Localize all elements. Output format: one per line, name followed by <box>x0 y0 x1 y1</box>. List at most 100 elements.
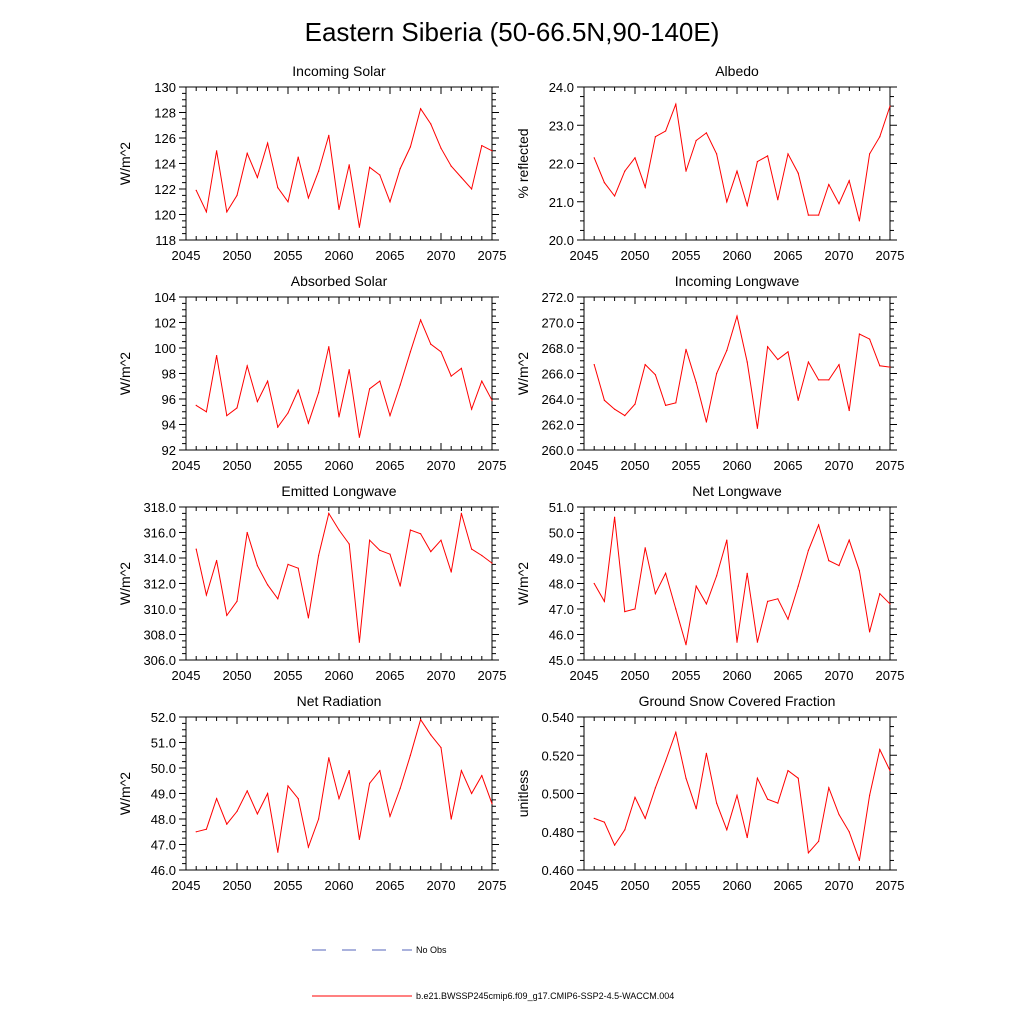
data-point <box>777 598 779 600</box>
y-tick-label: 0.520 <box>541 748 574 763</box>
x-tick-label: 2050 <box>621 668 650 683</box>
y-tick-label: 312.0 <box>143 577 176 592</box>
x-tick-label: 2075 <box>876 878 905 893</box>
data-point <box>838 813 840 816</box>
y-tick-label: 306.0 <box>143 653 176 668</box>
data-point <box>675 731 677 733</box>
data-point <box>665 760 667 762</box>
y-tick-label: 47.0 <box>549 602 574 617</box>
data-point <box>767 346 769 348</box>
y-tick-label: 124 <box>154 157 176 172</box>
data-point <box>838 203 840 205</box>
data-point <box>287 412 289 414</box>
data-point <box>797 399 799 401</box>
x-tick-label: 2055 <box>274 878 303 893</box>
x-tick-label: 2060 <box>723 458 752 473</box>
data-point <box>726 539 728 541</box>
data-point <box>767 798 769 800</box>
data-point <box>736 641 738 643</box>
data-point <box>624 611 626 613</box>
data-point <box>838 565 840 567</box>
data-point <box>624 170 626 172</box>
x-tick-label: 2050 <box>223 458 252 473</box>
data-point <box>777 358 779 361</box>
plot-frame <box>583 296 891 451</box>
x-tick-label: 2060 <box>325 458 354 473</box>
x-tick-label: 2075 <box>876 668 905 683</box>
data-point <box>267 584 269 586</box>
x-tick-label: 2055 <box>274 668 303 683</box>
y-tick-label: 104 <box>154 290 176 305</box>
data-point <box>328 512 330 515</box>
data-point <box>746 572 748 574</box>
data-point <box>409 529 411 531</box>
data-point <box>205 828 207 830</box>
data-point <box>818 840 820 842</box>
data-point <box>869 794 871 797</box>
data-point <box>593 582 595 585</box>
x-tick-label: 2075 <box>876 248 905 263</box>
data-point <box>634 157 636 159</box>
x-tick-label: 2070 <box>825 878 854 893</box>
data-point <box>256 813 258 815</box>
data-point <box>205 211 207 213</box>
data-point <box>236 194 238 196</box>
panel-ground-snow-covered-fraction: Ground Snow Covered Fraction unitless 2045… <box>515 693 904 893</box>
data-point <box>420 533 422 535</box>
data-point <box>409 754 411 756</box>
panel-albedo: Albedo % reflected 2045 2050 2055 2060 2065 207… <box>515 63 904 263</box>
data-point <box>614 516 616 518</box>
series-line <box>196 718 493 853</box>
panel-title: Albedo <box>715 63 759 79</box>
y-tick-label: 49.0 <box>151 787 176 802</box>
x-tick-label: 2055 <box>274 458 303 473</box>
x-tick-label: 2045 <box>570 458 599 473</box>
data-point <box>338 208 340 210</box>
data-point <box>858 859 861 862</box>
x-tick-label: 2060 <box>723 668 752 683</box>
data-point <box>614 844 616 846</box>
data-point <box>838 364 840 366</box>
data-point <box>644 186 646 188</box>
data-point <box>491 399 493 401</box>
data-point <box>665 130 667 132</box>
plot-frame <box>185 296 493 451</box>
y-tick-label: 126 <box>154 131 176 146</box>
data-point <box>797 777 799 779</box>
figure-title: Eastern Siberia (50-66.5N,90-140E) <box>305 17 720 47</box>
data-point <box>226 211 228 213</box>
data-point <box>195 831 197 833</box>
series-line <box>593 314 891 429</box>
legend-obs-label: No Obs <box>416 945 447 955</box>
data-point <box>430 734 432 736</box>
y-tick-label: 51.0 <box>151 736 176 751</box>
data-point <box>603 600 606 603</box>
data-point <box>450 375 452 377</box>
x-tick-label: 2070 <box>825 668 854 683</box>
data-point <box>358 226 360 228</box>
x-tick-label: 2075 <box>478 458 507 473</box>
x-tick-label: 2055 <box>672 458 701 473</box>
data-point <box>634 608 636 610</box>
data-point <box>267 142 269 144</box>
data-point <box>205 594 207 596</box>
y-tick-label: 49.0 <box>549 551 574 566</box>
data-point <box>869 153 871 155</box>
y-tick-label: 308.0 <box>143 628 176 643</box>
x-tick-label: 2065 <box>774 878 803 893</box>
x-tick-label: 2065 <box>376 248 405 263</box>
data-point <box>338 529 340 531</box>
y-axis-label: W/m^2 <box>515 562 531 605</box>
data-point <box>430 123 432 125</box>
data-point <box>471 188 473 190</box>
data-point <box>297 389 299 391</box>
data-point <box>460 176 462 179</box>
x-tick-label: 2055 <box>672 878 701 893</box>
data-point <box>736 170 738 172</box>
panel-incoming-longwave: Incoming Longwave W/m^2 2045 2050 2055 2060 20… <box>515 273 904 473</box>
x-tick-label: 2075 <box>478 248 507 263</box>
data-point <box>746 361 748 363</box>
data-point <box>440 147 442 149</box>
y-axis-label: W/m^2 <box>117 142 133 185</box>
